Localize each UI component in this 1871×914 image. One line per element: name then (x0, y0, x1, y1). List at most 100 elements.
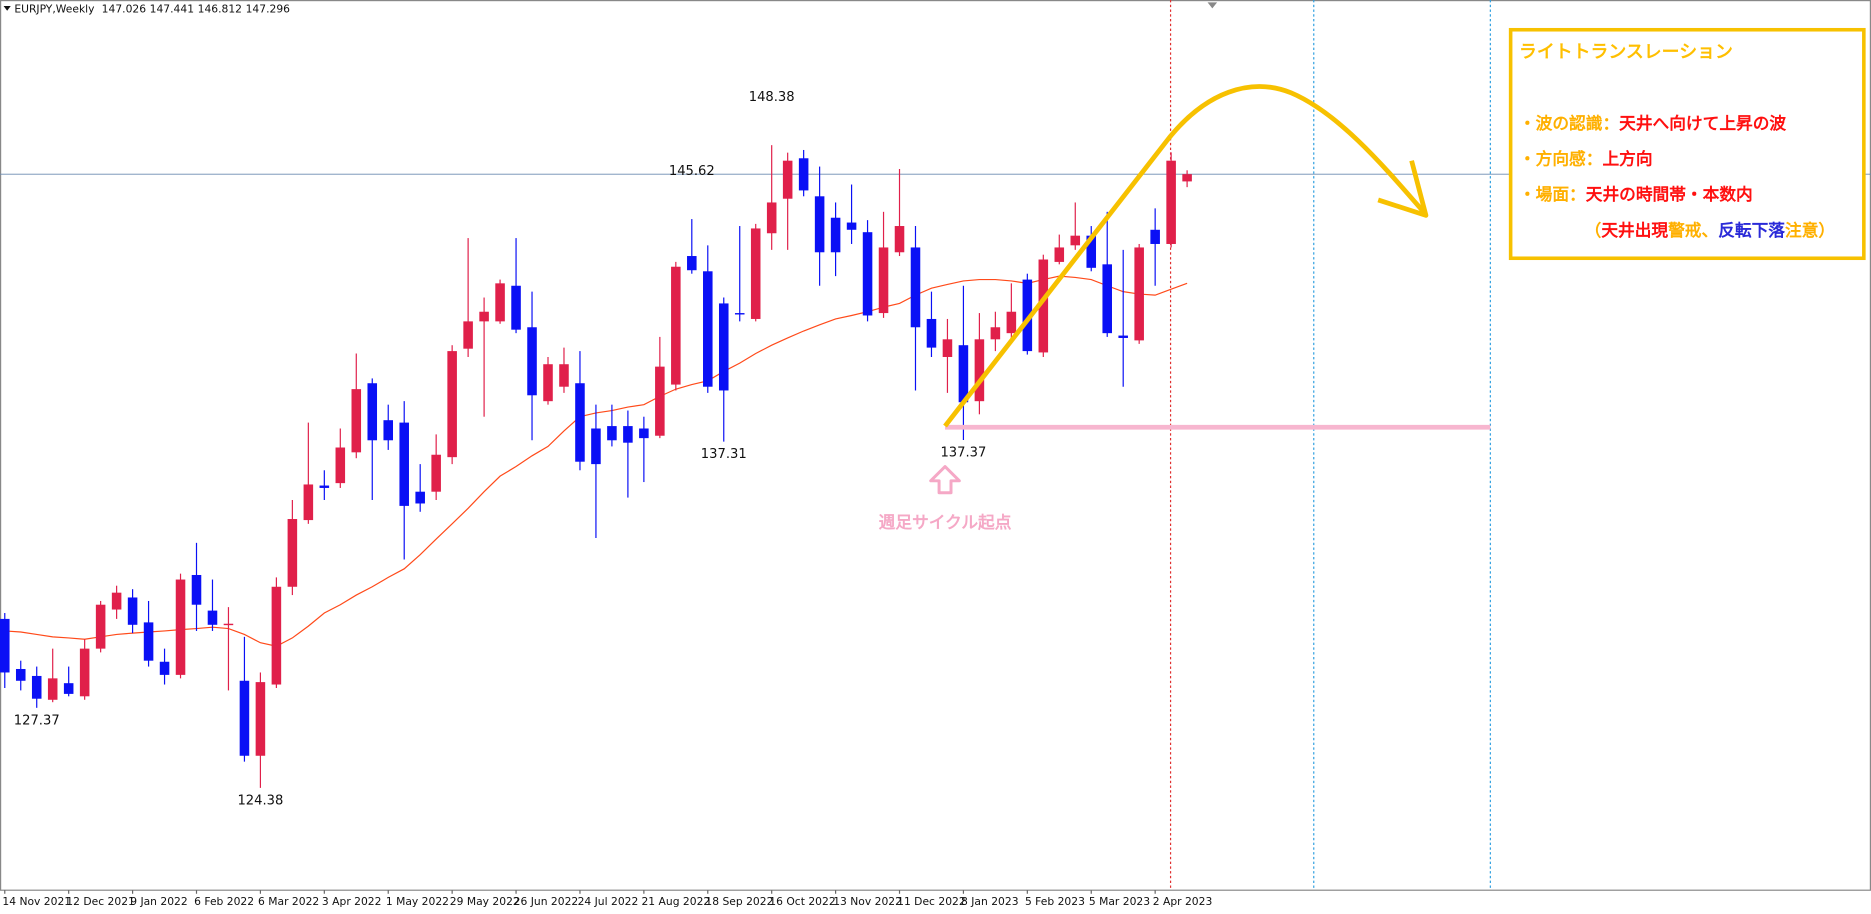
header: EURJPY,Weekly 147.026 147.441 146.812 147.29… (3, 3, 290, 16)
x-tick-label: 18 Sep 2022 (705, 895, 773, 908)
candle-body (511, 285, 521, 330)
header-open: 147.026 (102, 3, 147, 16)
info-box-line: ・場面：天井の時間帯・本数内 (1519, 184, 1753, 204)
candle-body (894, 226, 905, 253)
info-box-segment: 注意 (1785, 219, 1818, 239)
candle-body (95, 604, 106, 649)
candle-body (623, 426, 633, 443)
candle-body (1070, 235, 1081, 246)
candle-body (0, 618, 10, 673)
shift-marker (1207, 2, 1218, 9)
swing-high-label: 148.38 (749, 90, 795, 105)
x-tick-label: 5 Mar 2023 (1089, 895, 1150, 908)
info-box-segment: （ (1585, 219, 1602, 239)
x-tick-label: 21 Aug 2022 (641, 895, 710, 908)
candle-body (1118, 335, 1128, 338)
info-box: ライトトランスレーション・波の認識：天井へ向けて上昇の波・方向感：上方向・場面：… (1508, 27, 1866, 261)
candle-body (383, 420, 394, 441)
candle-body (63, 683, 74, 694)
candle-body (575, 383, 585, 462)
candle-body (495, 283, 505, 322)
candle-body (15, 668, 26, 681)
candle-body (703, 271, 713, 387)
candle-body (782, 160, 793, 199)
candle-body (639, 428, 649, 439)
info-box-segment: ・方向感： (1519, 148, 1602, 168)
info-box-segment: 上方向 (1602, 148, 1652, 168)
candle-body (175, 579, 186, 675)
candle-body (1086, 235, 1097, 268)
candle-body (862, 232, 873, 316)
candle-body (942, 339, 953, 357)
swing-low-label: 137.31 (701, 447, 747, 462)
candle-body (814, 196, 825, 253)
info-box-segment: 、 (1702, 220, 1719, 239)
candle-body (671, 266, 681, 385)
symbol: EURJPY,Weekly (14, 3, 95, 16)
candle-body (447, 351, 457, 458)
candle-body (543, 364, 553, 402)
candle-body (271, 586, 282, 685)
candle-body (734, 313, 745, 315)
candle-body (1182, 174, 1192, 182)
x-tick-label: 3 Apr 2022 (322, 895, 382, 908)
info-box-line: ・方向感：上方向 (1519, 148, 1653, 168)
candle-body (431, 454, 441, 492)
wave-arrow-head (1377, 160, 1429, 218)
candle-body (1038, 259, 1049, 353)
wave-curve (943, 84, 1426, 428)
candle-body (1134, 247, 1144, 341)
candle-body (367, 383, 378, 441)
candle-body (1022, 279, 1033, 352)
info-box-frame (1508, 27, 1866, 261)
x-tick-label: 8 Jan 2023 (961, 895, 1019, 908)
candle-body (926, 318, 937, 348)
header-low: 146.812 (198, 3, 242, 16)
candle-body (415, 491, 425, 504)
header-text: EURJPY,Weekly 147.026 147.441 146.812 147.29… (14, 3, 290, 16)
candle-body (47, 678, 58, 700)
x-tick-label: 14 Nov 2021 (2, 895, 71, 908)
candle-body (1102, 264, 1112, 334)
candle-body (559, 364, 569, 387)
candle-body (527, 327, 537, 396)
x-tick-label: 1 May 2022 (386, 895, 449, 908)
x-tick-label: 9 Jan 2022 (130, 895, 188, 908)
candle-body (159, 661, 170, 675)
info-box-segment: 天井へ向けて上昇の波 (1619, 112, 1786, 132)
candle-body (766, 202, 777, 234)
info-box-line: （天井出現警戒、反転下落注意） (1585, 219, 1836, 239)
candle-body (31, 675, 42, 699)
candle-body (79, 648, 90, 697)
candle-body (990, 327, 1001, 340)
swing-low-label: 127.37 (14, 713, 60, 728)
info-box-line: ・波の認識：天井へ向けて上昇の波 (1519, 112, 1786, 132)
header-close: 147.296 (246, 3, 291, 16)
candle-body (399, 422, 409, 506)
candle-body (111, 592, 122, 610)
candle-body (255, 682, 266, 756)
swing-low-label: 137.37 (940, 446, 986, 461)
candle-body (207, 610, 218, 625)
cycle-start-arrow (929, 465, 961, 495)
info-box-segment: ） (1818, 219, 1835, 239)
x-tick-label: 29 May 2022 (450, 895, 520, 908)
candle-body (846, 222, 857, 230)
x-tick-label: 16 Oct 2022 (769, 895, 835, 908)
overlay-front: 週足サイクル起点 (879, 2, 1491, 532)
candles (0, 145, 1871, 788)
candle-body (303, 484, 314, 521)
candle-body (287, 519, 298, 587)
candle-body (143, 622, 154, 661)
info-box-segment: 天井の時間帯・本数内 (1586, 184, 1753, 204)
x-tick-label: 11 Dec 2022 (897, 895, 966, 908)
candle-body (463, 321, 473, 349)
x-tick-label: 2 Apr 2023 (1153, 895, 1213, 908)
candle-body (1054, 247, 1065, 262)
swing-high-label: 145.62 (669, 164, 715, 179)
candle-body (878, 247, 889, 314)
cycle-start-label: 週足サイクル起点 (879, 512, 1012, 532)
info-box-segment: ・波の認識： (1519, 112, 1619, 132)
candle-body (479, 311, 489, 322)
